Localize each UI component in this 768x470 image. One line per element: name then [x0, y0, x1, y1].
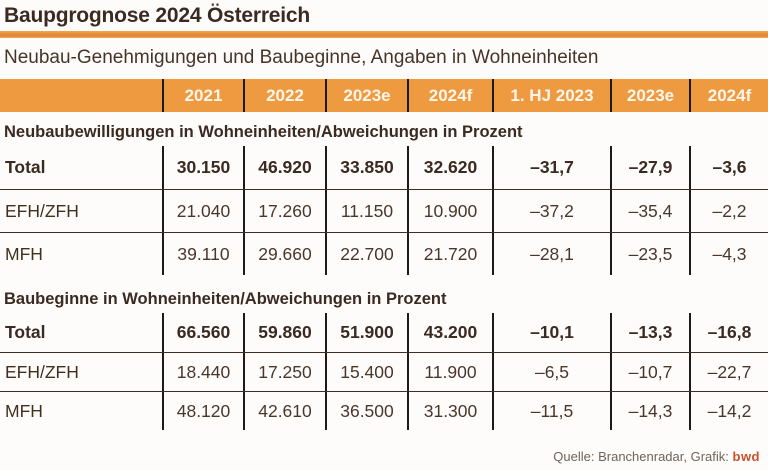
- value-cell: –10,1: [492, 313, 610, 352]
- value-cell: –22,7: [689, 353, 768, 391]
- value-cell: 31.300: [407, 392, 492, 430]
- column-header-empty: [0, 79, 162, 112]
- value-cell: –14,3: [610, 392, 689, 430]
- value-cell: –13,3: [610, 313, 689, 352]
- credit-logo: bwd: [732, 449, 760, 464]
- value-cell: 21.040: [162, 190, 243, 232]
- value-cell: 11.900: [407, 353, 492, 391]
- value-cell: 11.150: [325, 190, 407, 232]
- table-row: EFH/ZFH 21.040 17.260 11.150 10.900 –37,…: [0, 189, 768, 232]
- title-rule: [0, 31, 768, 38]
- column-header-2021: 2021: [162, 79, 243, 112]
- value-cell: 43.200: [407, 313, 492, 352]
- value-cell: 10.900: [407, 190, 492, 232]
- value-cell: –2,2: [689, 190, 768, 232]
- value-cell: –31,7: [492, 146, 610, 189]
- column-header-1hj2023: 1. HJ 2023: [492, 79, 610, 112]
- value-cell: 15.400: [325, 353, 407, 391]
- value-cell: –35,4: [610, 190, 689, 232]
- value-cell: 22.700: [325, 233, 407, 275]
- column-header-row: 2021 2022 2023e 2024f 1. HJ 2023 2023e 2…: [0, 79, 768, 112]
- row-label: EFH/ZFH: [5, 200, 79, 221]
- chart-title: Baupgrognose 2024 Österreich: [4, 4, 311, 27]
- row-label: Total: [5, 157, 46, 177]
- value-cell: 51.900: [325, 313, 407, 352]
- column-header-2024f-pct: 2024f: [689, 79, 768, 112]
- table-row: Total 30.150 46.920 33.850 32.620 –31,7 …: [0, 146, 768, 189]
- row-label: EFH/ZFH: [5, 361, 79, 382]
- value-cell: –10,7: [610, 353, 689, 391]
- row-label: MFH: [5, 243, 43, 264]
- table-row: MFH 39.110 29.660 22.700 21.720 –28,1 –2…: [0, 232, 768, 275]
- value-cell: 17.250: [243, 353, 325, 391]
- section-title-neubaubewilligungen: Neubaubewilligungen in Wohneinheiten/Abw…: [4, 123, 523, 141]
- source-credit: Quelle: Branchenradar, Grafik: bwd: [553, 449, 760, 464]
- value-cell: 21.720: [407, 233, 492, 275]
- value-cell: 36.500: [325, 392, 407, 430]
- column-header-2022: 2022: [243, 79, 325, 112]
- table-row: Total 66.560 59.860 51.900 43.200 –10,1 …: [0, 313, 768, 352]
- value-cell: 42.610: [243, 392, 325, 430]
- value-cell: –27,9: [610, 146, 689, 189]
- value-cell: 39.110: [162, 233, 243, 275]
- column-header-2024f: 2024f: [407, 79, 492, 112]
- column-header-2023e: 2023e: [325, 79, 407, 112]
- value-cell: –3,6: [689, 146, 768, 189]
- table-neubaubewilligungen: Total 30.150 46.920 33.850 32.620 –31,7 …: [0, 146, 768, 275]
- value-cell: –11,5: [492, 392, 610, 430]
- value-cell: –16,8: [689, 313, 768, 352]
- row-label: MFH: [5, 400, 43, 421]
- source-text: Quelle: Branchenradar, Grafik:: [553, 449, 733, 464]
- value-cell: 66.560: [162, 313, 243, 352]
- value-cell: –6,5: [492, 353, 610, 391]
- chart-subtitle: Neubau-Genehmigungen und Baubeginne, Ang…: [4, 47, 599, 68]
- value-cell: 30.150: [162, 146, 243, 189]
- value-cell: 48.120: [162, 392, 243, 430]
- value-cell: 18.440: [162, 353, 243, 391]
- column-header-2023e-pct: 2023e: [610, 79, 689, 112]
- row-label: Total: [5, 322, 46, 342]
- value-cell: 29.660: [243, 233, 325, 275]
- section-title-baubeginne: Baubeginne in Wohneinheiten/Abweichungen…: [4, 290, 447, 308]
- value-cell: –28,1: [492, 233, 610, 275]
- table-row: MFH 48.120 42.610 36.500 31.300 –11,5 –1…: [0, 391, 768, 430]
- value-cell: 59.860: [243, 313, 325, 352]
- table-baubeginne: Total 66.560 59.860 51.900 43.200 –10,1 …: [0, 313, 768, 430]
- value-cell: 32.620: [407, 146, 492, 189]
- value-cell: –4,3: [689, 233, 768, 275]
- value-cell: –37,2: [492, 190, 610, 232]
- value-cell: 17.260: [243, 190, 325, 232]
- table-row: EFH/ZFH 18.440 17.250 15.400 11.900 –6,5…: [0, 352, 768, 391]
- value-cell: –23,5: [610, 233, 689, 275]
- value-cell: 33.850: [325, 146, 407, 189]
- value-cell: –14,2: [689, 392, 768, 430]
- value-cell: 46.920: [243, 146, 325, 189]
